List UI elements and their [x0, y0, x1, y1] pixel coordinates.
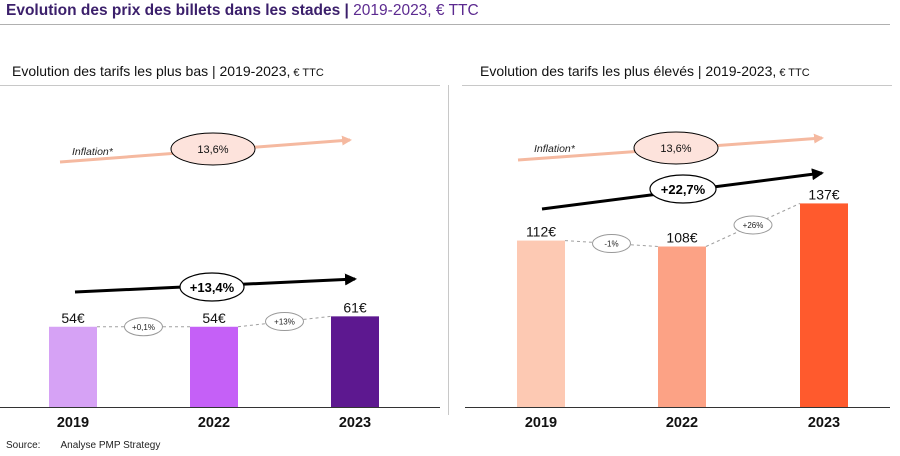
low-category-label-2019: 2019 [57, 415, 89, 431]
high-change-pill [592, 234, 631, 254]
source-label: Source: [6, 440, 41, 451]
low-inflation-bubble [170, 132, 256, 166]
panel-high-title-main: Evolution des tarifs les plus élevés [480, 63, 694, 79]
high-bar-2019 [517, 240, 565, 407]
high-category-label-2022: 2022 [666, 415, 698, 431]
high-bar-2023 [800, 203, 848, 407]
low-total-bubble [179, 272, 245, 302]
low-inflation-value: 13,6% [197, 144, 228, 156]
high-change-label: +26% [743, 221, 764, 230]
low-value-label-2019: 54€ [61, 310, 85, 326]
high-inflation-bubble [633, 131, 719, 165]
page-title-subtitle: 2019-2023, € TTC [348, 2, 479, 19]
title-divider [0, 24, 890, 25]
high-connector [705, 202, 801, 247]
high-total-bubble [649, 174, 717, 204]
high-inflation-label: Inflation* [534, 143, 576, 155]
chart-low: Inflation* 13,6% +13,4% +0,1% +13% 54€ 2019… [0, 132, 440, 431]
chart-high: Inflation* 13,6% +22,7% -1% +26% 112€ 2019 1… [465, 131, 890, 431]
low-change-pill [265, 312, 304, 332]
high-value-label-2023: 137€ [808, 186, 839, 202]
high-category-label-2023: 2023 [808, 415, 840, 431]
high-change-label: -1% [604, 240, 618, 249]
low-change-pill [124, 317, 163, 337]
low-total-value: +13,4% [190, 280, 235, 295]
panel-high-unit: € TTC [776, 67, 810, 79]
high-value-label-2019: 112€ [526, 224, 556, 240]
panel-low-title: Evolution des tarifs les plus bas | 2019… [12, 63, 324, 79]
low-value-label-2022: 54€ [202, 310, 226, 326]
high-category-label-2019: 2019 [525, 415, 557, 431]
low-category-label-2023: 2023 [339, 415, 371, 431]
high-change-pill [733, 215, 773, 235]
panel-high-subtitle: | 2019-2023, [694, 63, 777, 79]
page-title-main: Evolution des prix des billets dans les … [6, 2, 349, 19]
low-change-label: +0,1% [132, 323, 155, 332]
low-inflation-label: Inflation* [72, 146, 114, 158]
source-value: Analyse PMP Strategy [60, 440, 161, 451]
panel-low-title-main: Evolution des tarifs les plus bas [12, 63, 209, 79]
low-bar-2023 [331, 316, 379, 407]
low-value-label-2023: 61€ [343, 299, 367, 315]
high-total-value: +22,7% [661, 182, 706, 197]
high-bar-2022 [658, 246, 706, 407]
low-change-label: +13% [274, 318, 295, 327]
low-bar-2019 [49, 326, 97, 407]
panel-low-subtitle: | 2019-2023, [208, 63, 291, 79]
source-note: Source: Analyse PMP Strategy [6, 440, 160, 451]
panel-low-rule [0, 85, 440, 86]
low-category-label-2022: 2022 [198, 415, 230, 431]
panel-divider [448, 85, 449, 415]
high-inflation-value: 13,6% [660, 143, 691, 155]
high-value-label-2022: 108€ [666, 230, 697, 246]
panel-high-title: Evolution des tarifs les plus élevés | 2… [480, 63, 810, 79]
panel-low-unit: € TTC [290, 67, 324, 79]
low-bar-2022 [190, 326, 238, 407]
panel-high-rule [462, 85, 892, 86]
page-title: Evolution des prix des billets dans les … [6, 2, 479, 20]
